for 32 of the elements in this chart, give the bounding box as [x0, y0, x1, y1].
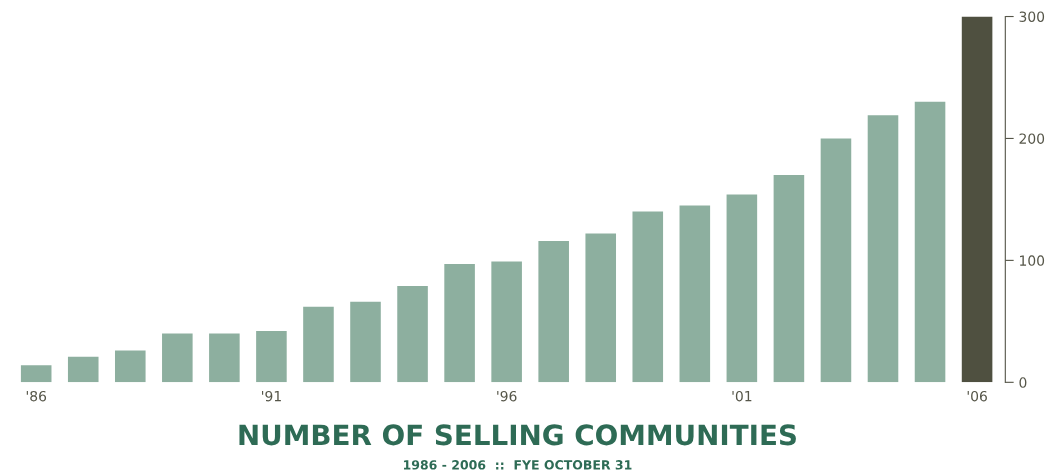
bar	[303, 306, 334, 383]
y-tick-label: 300	[1019, 11, 1045, 22]
bar	[491, 261, 522, 383]
bar	[162, 333, 193, 383]
bar	[914, 101, 946, 383]
bar	[820, 138, 852, 383]
bar	[726, 194, 758, 383]
bar	[679, 205, 711, 383]
text: NUMBER OF SELLING COMMUNITIES	[239, 424, 796, 446]
y-tick-label: 200	[1019, 133, 1045, 144]
bar	[209, 333, 240, 383]
bar	[585, 233, 617, 383]
x-tick-label: '91	[262, 390, 281, 402]
bar	[444, 264, 475, 383]
bar	[773, 175, 805, 383]
x-tick-label: '86	[26, 390, 47, 402]
bar	[350, 301, 381, 383]
y-tick-label: 100	[1020, 255, 1045, 266]
bar	[961, 16, 993, 383]
x-tick-label: '96	[497, 390, 517, 402]
bar	[114, 350, 146, 383]
x-tick-label: '06	[967, 390, 987, 402]
bar	[867, 115, 899, 383]
bar	[538, 240, 569, 383]
y-tick-label: 0	[1019, 377, 1027, 388]
text: 1986 - 2006 :: FYE OCTOBER 31	[403, 460, 632, 470]
bar	[632, 211, 664, 383]
bar	[20, 365, 52, 383]
x-tick-label: '01	[732, 390, 752, 402]
bar	[256, 331, 287, 383]
bar	[67, 356, 99, 383]
bar	[397, 285, 428, 383]
